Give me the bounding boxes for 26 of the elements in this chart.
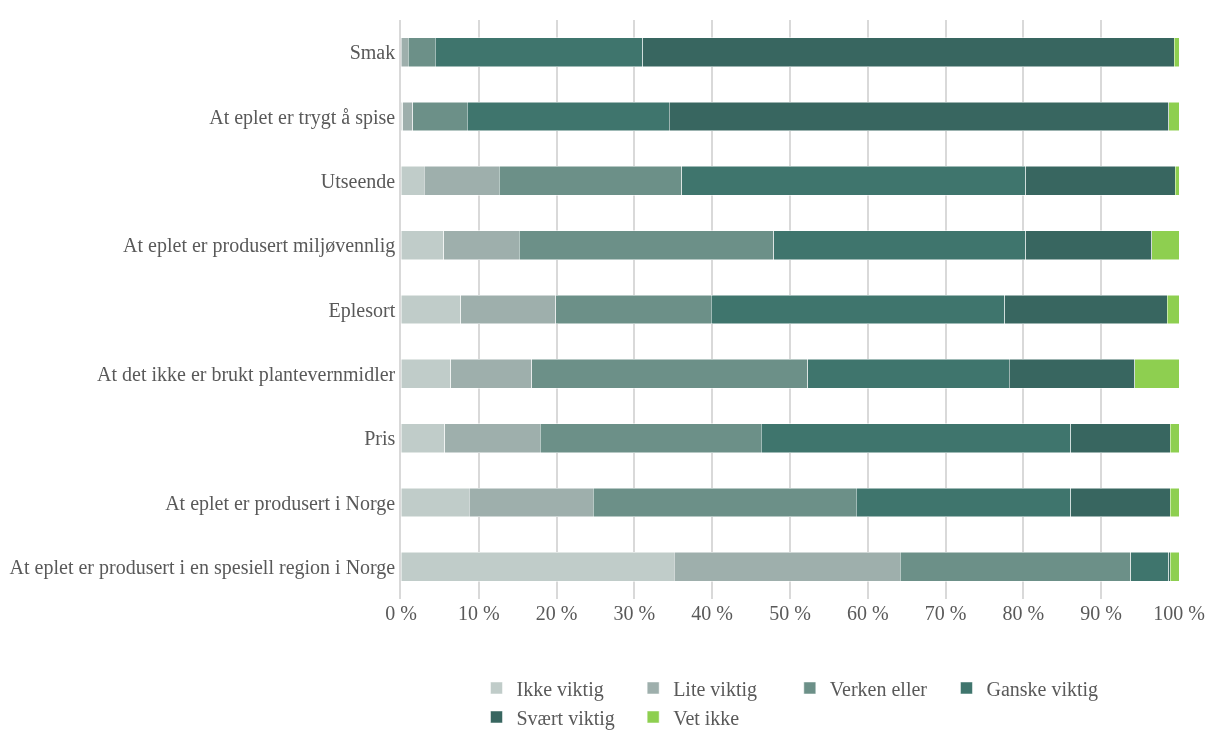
y-tick-label: At det ikke er brukt plantevernmidler: [97, 362, 396, 386]
x-tick-label: 10 %: [457, 602, 500, 624]
y-tick-label: At eplet er produsert miljøvennlig: [123, 234, 396, 258]
x-tick-label: 70 %: [924, 602, 967, 624]
legend-label: Ikke viktig: [516, 677, 604, 701]
y-tick-label: Utseende: [320, 169, 396, 192]
x-tick-label: 100 %: [1153, 602, 1205, 624]
y-tick-label: Smak: [349, 41, 396, 64]
legend-label: Ganske viktig: [986, 677, 1099, 701]
y-tick-label: At eplet er trygt å spise: [209, 105, 396, 129]
x-tick-label: 90 %: [1080, 602, 1123, 624]
x-tick-label: 30 %: [613, 602, 656, 624]
y-tick-label: At eplet er produsert i Norge: [165, 491, 396, 515]
legend-label: Verken eller: [829, 677, 928, 700]
legend-label: Vet ikke: [673, 706, 740, 729]
x-tick-label: 80 %: [1002, 602, 1045, 624]
y-tick-label: Eplesort: [328, 298, 396, 322]
legend-label: Svært viktig: [516, 706, 615, 730]
x-tick-label: 20 %: [535, 602, 578, 624]
x-tick-label: 40 %: [691, 602, 734, 624]
legend-label: Lite viktig: [673, 677, 758, 701]
x-tick-label: 50 %: [769, 602, 811, 624]
x-tick-label: 0 %: [385, 602, 417, 624]
y-tick-label: At eplet er produsert i en spesiell region i Norge: [9, 555, 396, 579]
x-tick-label: 60 %: [846, 602, 889, 624]
y-tick-label: Pris: [364, 427, 396, 450]
